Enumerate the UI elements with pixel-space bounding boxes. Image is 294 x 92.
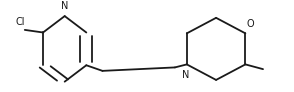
Text: Cl: Cl [16,17,25,27]
Text: N: N [61,1,69,11]
Text: N: N [182,70,189,80]
Text: O: O [247,19,255,29]
